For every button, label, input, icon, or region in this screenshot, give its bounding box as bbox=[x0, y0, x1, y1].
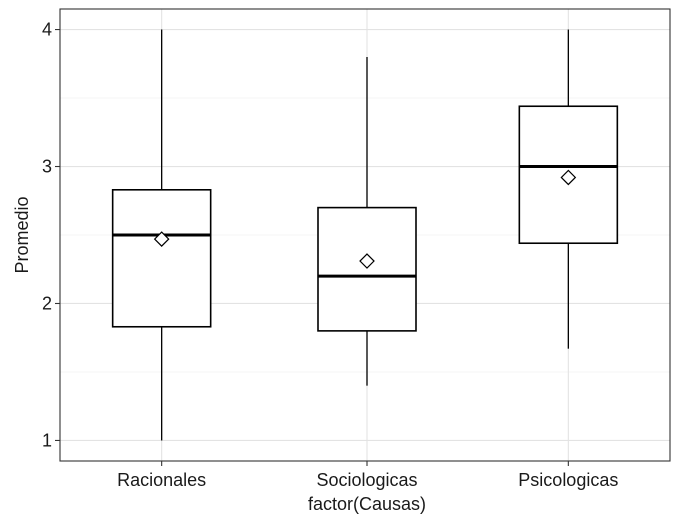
mean-marker bbox=[153, 231, 170, 247]
x-tick-label: Psicologicas bbox=[518, 470, 618, 490]
y-tick-label: 3 bbox=[42, 157, 52, 177]
y-tick-label: 1 bbox=[42, 430, 52, 450]
box-series bbox=[111, 29, 619, 441]
box-psicologicas bbox=[518, 29, 619, 349]
x-axis-title: factor(Causas) bbox=[308, 494, 426, 514]
box-racionales bbox=[111, 29, 212, 441]
box-sociologicas bbox=[317, 56, 417, 386]
y-tick-label: 4 bbox=[42, 20, 52, 40]
interquartile-box bbox=[111, 189, 212, 328]
x-tick-label: Racionales bbox=[117, 470, 206, 490]
x-axis: Racionales Sociologicas Psicologicas bbox=[117, 461, 618, 490]
y-tick-label: 2 bbox=[42, 293, 52, 313]
mean-marker bbox=[560, 169, 577, 186]
interquartile-box bbox=[317, 206, 417, 332]
mean-marker bbox=[359, 253, 375, 269]
x-tick-label: Sociologicas bbox=[316, 470, 417, 490]
y-axis-title: Promedio bbox=[12, 196, 32, 273]
y-axis: 1 2 3 4 bbox=[42, 20, 60, 450]
plot-panel-border bbox=[59, 8, 671, 462]
